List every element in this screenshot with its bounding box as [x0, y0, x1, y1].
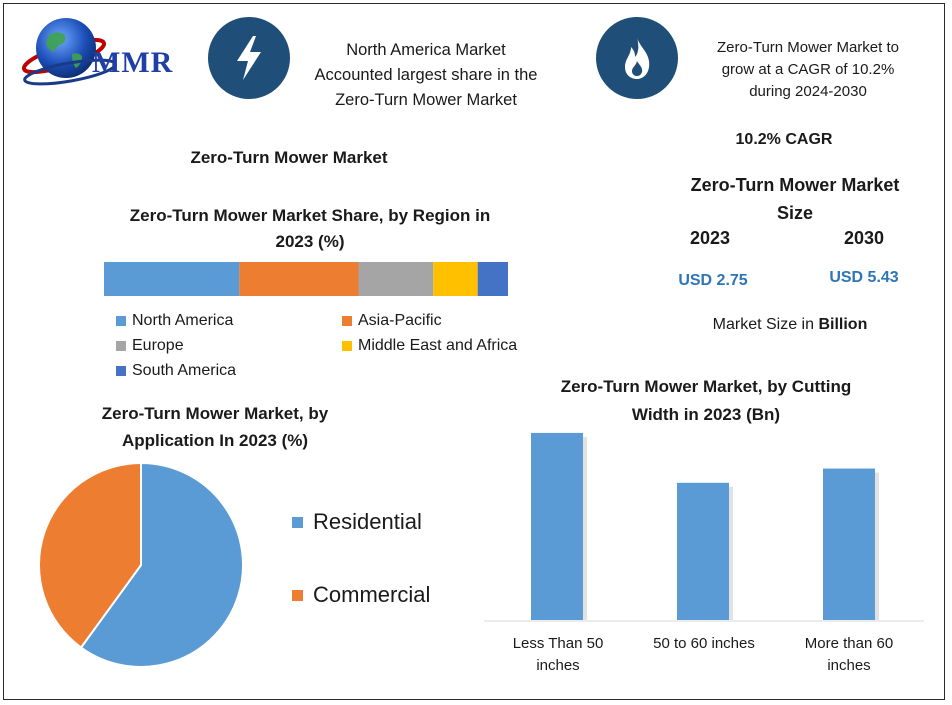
region-stacked-bar	[104, 262, 508, 296]
tick-label: 50 to 60 inches	[653, 635, 755, 652]
legend-north-america: North America	[116, 312, 233, 330]
infographic-frame	[3, 3, 945, 700]
pie-slice-residential	[79, 461, 244, 668]
main-title: Zero-Turn Mower Market	[190, 148, 388, 167]
mmr-logo: MMR	[14, 14, 194, 86]
legend-swatch	[342, 316, 352, 326]
legend-south-america: South America	[116, 362, 236, 380]
logo-text: MMR	[92, 46, 174, 79]
value-2030: USD 5.43	[829, 269, 899, 286]
legend-commercial: Commercial	[292, 582, 430, 608]
legend-asia-pacific: Asia-Pacific	[342, 312, 442, 330]
year-2023: 2023	[689, 228, 731, 248]
width-bar	[531, 432, 583, 620]
application-pie-chart	[38, 461, 244, 668]
width-bar	[823, 468, 875, 620]
region-segment-europe	[358, 262, 434, 296]
width-bar	[677, 482, 729, 620]
legend-europe: Europe	[116, 337, 184, 355]
legend-swatch	[116, 341, 126, 351]
market-size-unit: Market Size in Billion	[712, 316, 868, 333]
pie-slice-commercial	[38, 461, 142, 649]
legend-swatch	[342, 341, 352, 351]
legend-swatch	[116, 316, 126, 326]
region-segment-north-america	[104, 262, 240, 296]
legend-swatch	[292, 589, 303, 601]
region-segment-south-america	[477, 262, 508, 296]
globe-icon	[21, 18, 117, 86]
legend-swatch	[116, 366, 126, 376]
year-2030: 2030	[843, 228, 885, 248]
region-segment-asia-pacific	[239, 262, 359, 296]
application-chart-title: Zero-Turn Mower Market, by Application I…	[101, 404, 329, 450]
lightning-bolt-icon	[208, 17, 290, 99]
cagr-label: 10.2% CAGR	[735, 131, 833, 148]
legend-swatch	[292, 516, 303, 528]
callout-right-text: Zero-Turn Mower Market to grow at a CAGR…	[717, 39, 899, 100]
legend-residential: Residential	[292, 509, 422, 535]
tick-label: More than 60 inches	[804, 635, 894, 674]
tick-label: Less Than 50 inches	[512, 635, 604, 674]
flame-icon	[596, 17, 678, 99]
value-2023: USD 2.75	[678, 272, 748, 289]
region-chart-title: Zero-Turn Mower Market Share, by Region …	[129, 206, 491, 251]
region-segment-middle-east-and-africa	[433, 262, 478, 296]
market-size-title: Zero-Turn Mower Market Size	[690, 175, 900, 223]
cutting-width-bar-chart	[484, 432, 924, 622]
callout-left-text: North America Market Accounted largest s…	[314, 41, 538, 109]
legend-mea: Middle East and Africa	[342, 337, 517, 355]
width-chart-title: Zero-Turn Mower Market, by Cutting Width…	[560, 377, 852, 424]
